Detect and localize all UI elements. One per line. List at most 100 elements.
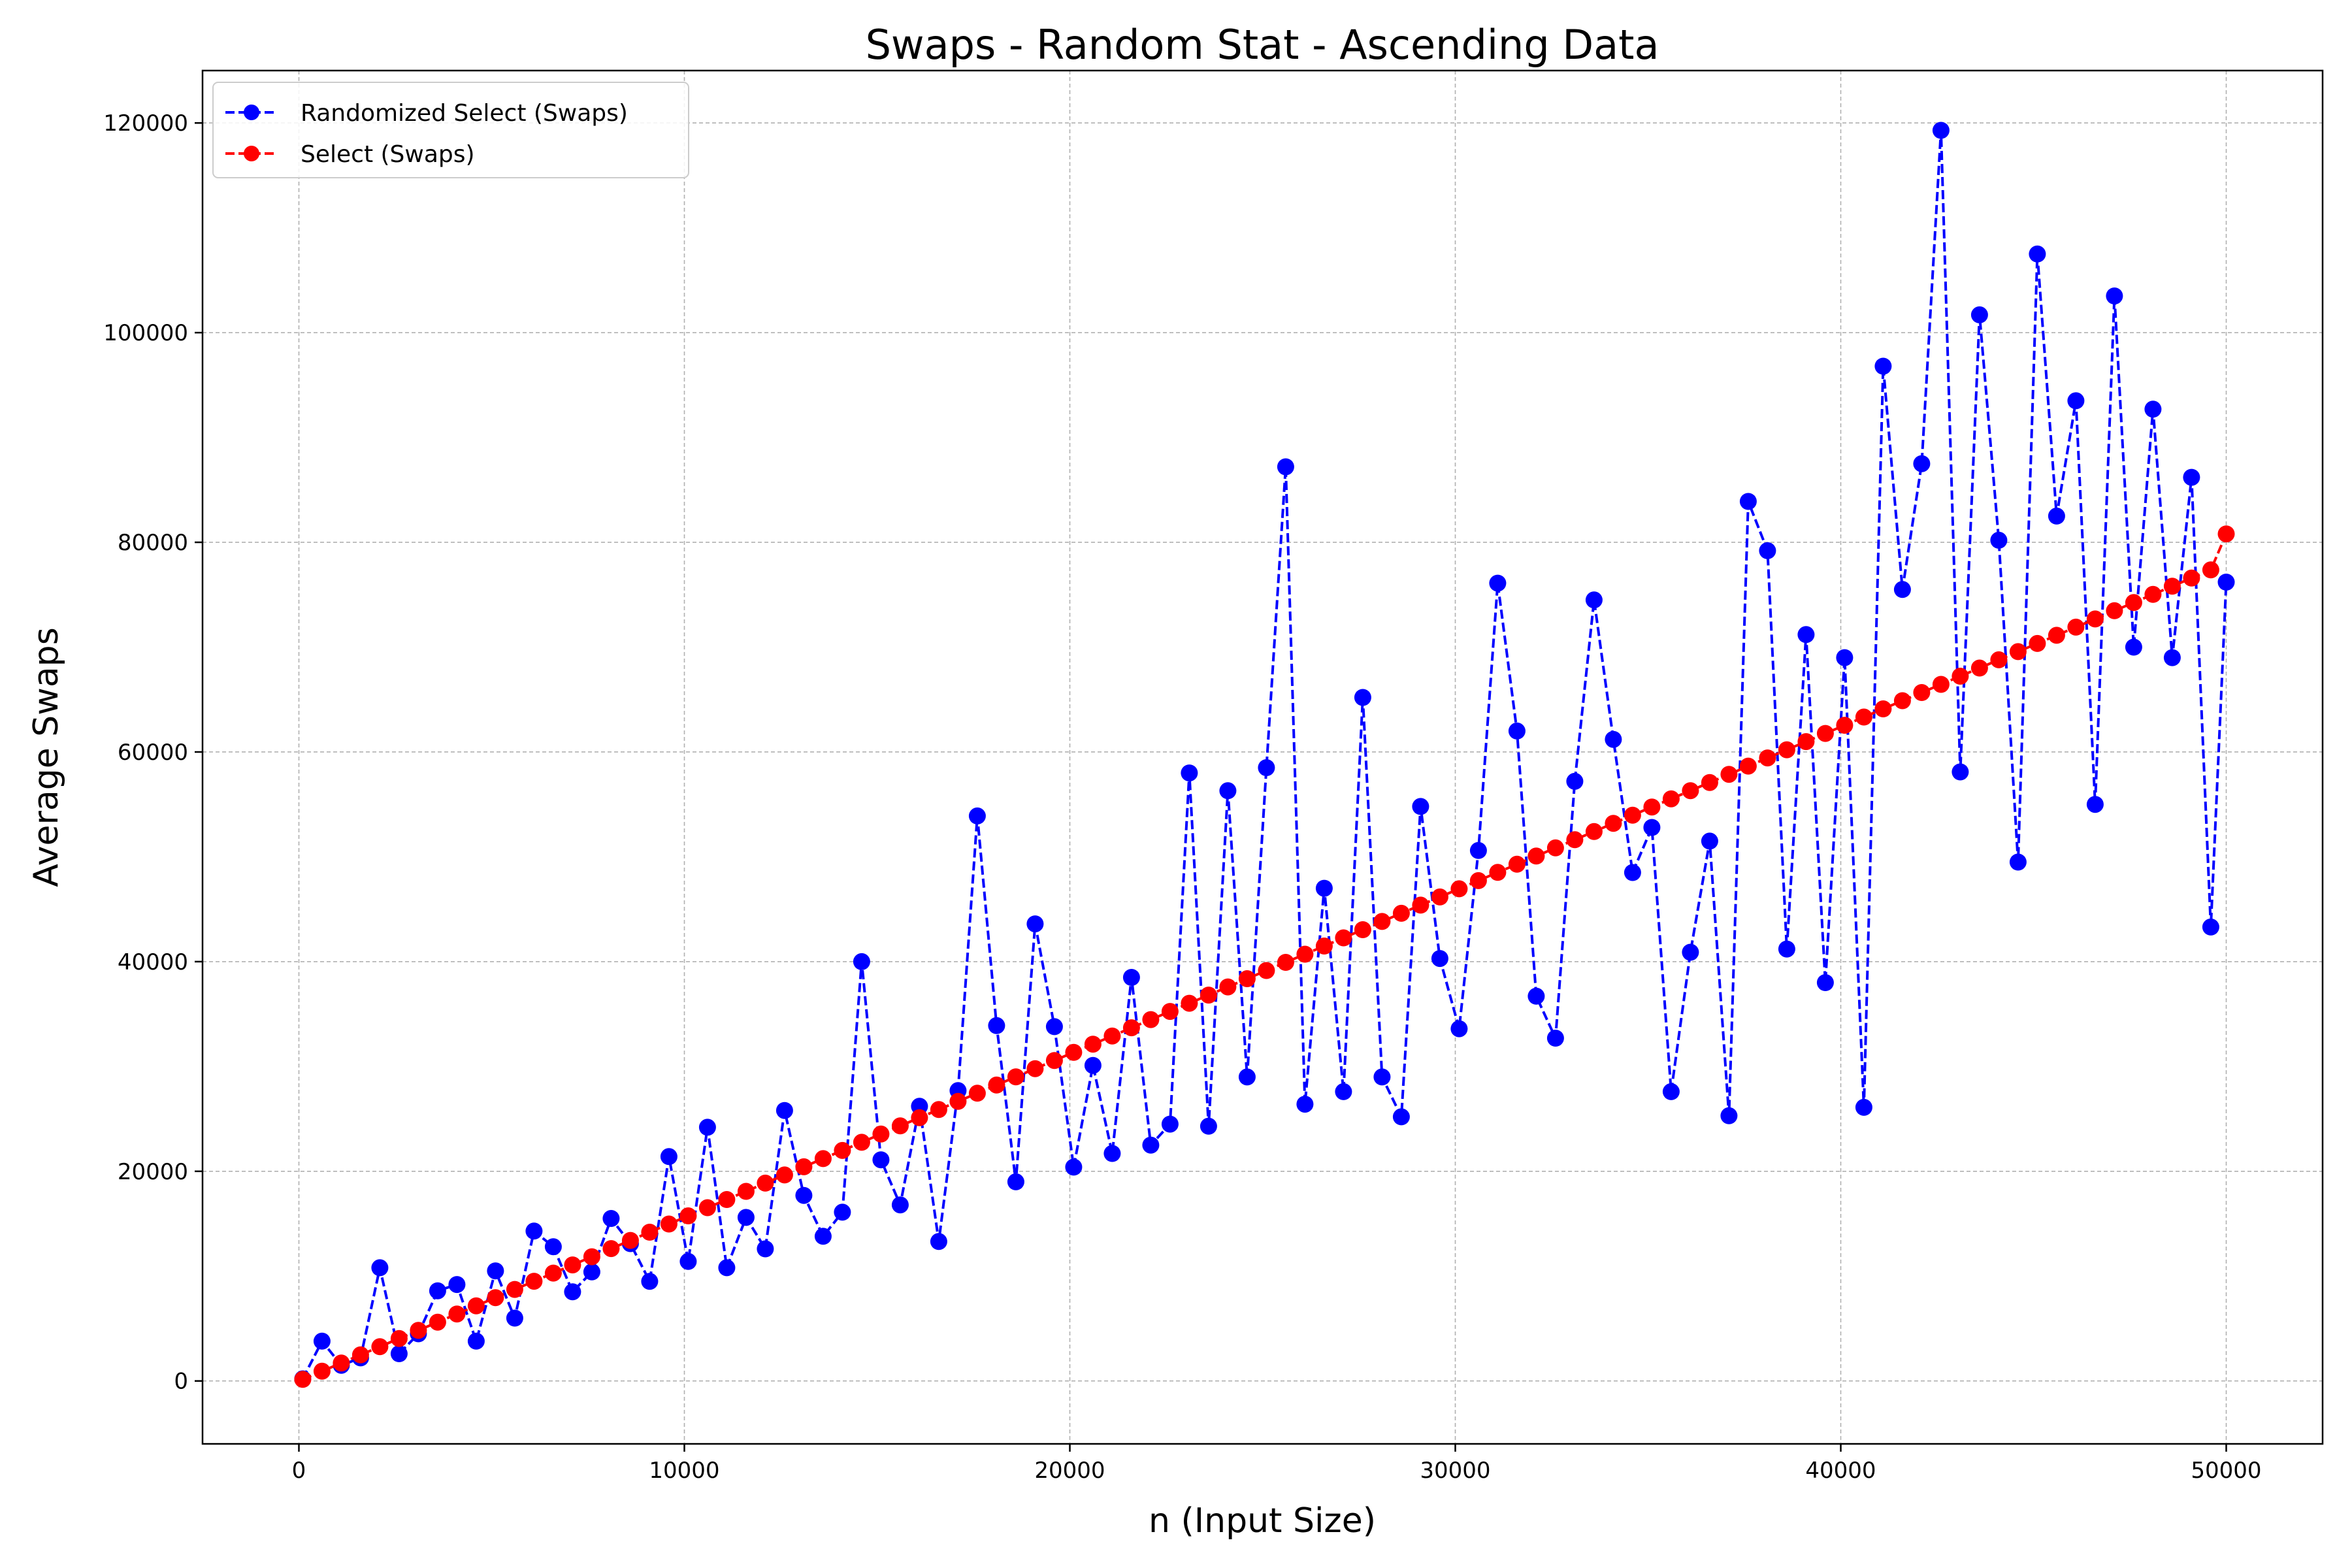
data-point-select xyxy=(333,1354,350,1372)
data-point-select xyxy=(1065,1043,1083,1061)
data-point-select xyxy=(1759,749,1776,767)
y-axis-label: Average Swaps xyxy=(27,627,66,887)
data-point-select xyxy=(930,1101,947,1119)
x-axis-label: n (Input Size) xyxy=(1149,1501,1376,1541)
data-point-select xyxy=(679,1207,697,1224)
data-point-select xyxy=(1200,987,1217,1004)
data-point-select xyxy=(1373,913,1391,930)
data-point-select xyxy=(1084,1036,1102,1053)
data-point-randomized-select xyxy=(390,1345,408,1362)
data-point-select xyxy=(1836,717,1854,734)
data-point-randomized-select xyxy=(313,1332,331,1350)
data-point-select xyxy=(1778,741,1795,759)
data-point-select xyxy=(2125,594,2142,612)
data-point-randomized-select xyxy=(2106,287,2123,304)
data-point-select xyxy=(1855,708,1872,726)
data-point-randomized-select xyxy=(1913,455,1931,472)
data-point-randomized-select xyxy=(1392,1108,1410,1126)
x-tick-label: 40000 xyxy=(1805,1458,1876,1484)
data-point-randomized-select xyxy=(698,1119,716,1136)
y-tick-label: 100000 xyxy=(103,320,188,346)
data-point-select xyxy=(1739,757,1757,775)
data-point-select xyxy=(737,1183,755,1200)
data-point-randomized-select xyxy=(834,1203,851,1221)
y-tick-label: 0 xyxy=(174,1369,188,1395)
data-point-select xyxy=(1412,896,1429,914)
data-point-select xyxy=(1045,1052,1063,1070)
data-point-select xyxy=(2048,627,2065,644)
data-point-select xyxy=(1508,855,1526,873)
data-point-select xyxy=(351,1346,369,1364)
data-point-select xyxy=(776,1166,793,1184)
data-point-randomized-select xyxy=(795,1186,813,1204)
data-point-randomized-select xyxy=(1142,1136,1160,1154)
data-point-select xyxy=(564,1256,581,1274)
data-point-randomized-select xyxy=(930,1233,947,1250)
data-point-select xyxy=(1354,921,1371,938)
y-tick-label: 20000 xyxy=(118,1159,188,1185)
series-points-randomized-select xyxy=(294,122,2235,1388)
data-point-select xyxy=(1990,651,2008,668)
data-point-select xyxy=(448,1305,466,1323)
data-point-select xyxy=(1527,847,1545,865)
legend-box xyxy=(212,82,689,178)
data-point-select xyxy=(1874,700,1892,717)
legend-label-randomized-select: Randomized Select (Swaps) xyxy=(301,100,628,127)
data-point-select xyxy=(602,1240,620,1258)
data-point-randomized-select xyxy=(1990,531,2008,549)
data-point-randomized-select xyxy=(1065,1158,1083,1176)
x-tick-label: 30000 xyxy=(1420,1458,1490,1484)
data-point-randomized-select xyxy=(1816,974,1834,991)
data-point-randomized-select xyxy=(1952,763,1969,781)
data-point-select xyxy=(1142,1011,1160,1028)
data-point-select xyxy=(718,1191,736,1208)
data-point-select xyxy=(1026,1060,1044,1077)
data-point-randomized-select xyxy=(660,1148,678,1166)
data-point-select xyxy=(1103,1027,1121,1045)
data-point-randomized-select xyxy=(1527,987,1545,1005)
data-point-select xyxy=(1682,782,1699,800)
data-point-randomized-select xyxy=(1662,1083,1680,1100)
x-tick-label: 0 xyxy=(292,1458,306,1484)
data-point-randomized-select xyxy=(448,1276,466,1294)
data-point-randomized-select xyxy=(1277,458,1294,476)
data-point-randomized-select xyxy=(2217,574,2235,591)
data-point-randomized-select xyxy=(718,1259,736,1277)
data-point-select xyxy=(506,1281,523,1298)
data-point-select xyxy=(487,1289,504,1307)
data-point-select xyxy=(757,1174,774,1192)
data-point-randomized-select xyxy=(1103,1145,1121,1162)
data-point-randomized-select xyxy=(525,1222,543,1240)
series-points-select xyxy=(294,525,2235,1388)
data-point-select xyxy=(2202,561,2219,579)
data-point-select xyxy=(1701,774,1718,791)
data-point-select xyxy=(1932,676,1950,693)
data-point-randomized-select xyxy=(1739,493,1757,510)
data-point-select xyxy=(660,1215,678,1233)
data-point-randomized-select xyxy=(487,1262,504,1280)
data-point-select xyxy=(1662,790,1680,808)
data-point-select xyxy=(1238,970,1256,987)
data-point-randomized-select xyxy=(2125,638,2142,656)
data-point-select xyxy=(525,1273,543,1290)
data-point-randomized-select xyxy=(2048,507,2065,525)
data-point-randomized-select xyxy=(1122,969,1140,986)
data-point-randomized-select xyxy=(2163,649,2181,666)
legend-marker-randomized-select xyxy=(244,105,259,120)
data-point-randomized-select xyxy=(1315,879,1333,897)
data-point-randomized-select xyxy=(1335,1083,1352,1100)
data-point-randomized-select xyxy=(1546,1030,1564,1047)
data-point-select xyxy=(1122,1019,1140,1037)
data-point-select xyxy=(1161,1003,1179,1021)
data-point-select xyxy=(2029,634,2046,652)
data-point-randomized-select xyxy=(371,1259,389,1277)
data-point-select xyxy=(429,1313,446,1331)
data-point-select xyxy=(1913,684,1931,701)
data-point-randomized-select xyxy=(544,1238,562,1256)
data-point-select xyxy=(1816,725,1834,742)
data-point-select xyxy=(853,1134,870,1151)
data-point-randomized-select xyxy=(1489,574,1507,592)
data-point-randomized-select xyxy=(1219,782,1237,800)
data-point-select xyxy=(1797,733,1815,751)
data-point-randomized-select xyxy=(737,1209,755,1226)
